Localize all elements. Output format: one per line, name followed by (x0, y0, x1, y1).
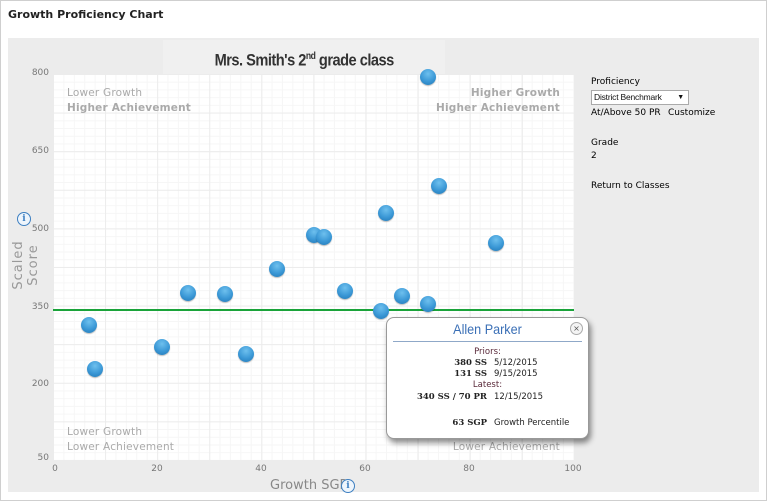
grade-value: 2 (591, 151, 597, 161)
y-tick: 800 (31, 68, 49, 78)
quadrant-label-bottom-left: Lower Growth Lower Achievement (67, 426, 175, 453)
data-point[interactable] (81, 316, 98, 333)
y-tick: 200 (31, 379, 49, 389)
data-point[interactable] (237, 346, 254, 363)
x-tick: 80 (463, 464, 475, 474)
y-tick: 500 (31, 224, 49, 234)
data-point[interactable] (420, 68, 437, 85)
latest-label: Latest: (472, 380, 503, 390)
y-tick: 350 (31, 302, 49, 312)
y-tick: 650 (31, 146, 49, 156)
x-tick: 0 (52, 464, 58, 474)
data-point[interactable] (315, 229, 332, 246)
proficiency-select[interactable]: District Benchmark ▼ (591, 90, 689, 105)
data-point[interactable] (487, 235, 504, 252)
x-tick: 20 (151, 464, 163, 474)
x-axis-info-icon[interactable]: i (341, 479, 355, 493)
quadrant-label-top-left: Lower Growth Higher Achievement (67, 87, 192, 114)
y-tick: 50 (37, 453, 49, 463)
dropdown-arrow-icon: ▼ (677, 94, 684, 101)
data-point[interactable] (154, 338, 171, 355)
data-point[interactable] (180, 284, 197, 301)
data-point[interactable] (269, 260, 286, 277)
data-point[interactable] (86, 360, 103, 377)
quadrant-label-top-right: Higher Growth Higher Achievement (435, 87, 560, 114)
data-point[interactable] (394, 288, 411, 305)
data-point[interactable] (378, 204, 395, 221)
student-name: Allen Parker (453, 321, 522, 337)
priors-label: Priors: (474, 347, 501, 357)
y-axis-info-icon[interactable]: i (17, 212, 31, 226)
data-point[interactable] (216, 285, 233, 302)
y-axis-label: Scaled Score (11, 240, 41, 290)
popup-divider (393, 341, 582, 342)
threshold-text: At/Above 50 PR (591, 108, 661, 118)
grade-label: Grade (591, 138, 619, 148)
close-icon[interactable]: × (570, 322, 583, 335)
chart-title: Mrs. Smith's 2nd grade class (163, 40, 445, 74)
benchmark-line (53, 309, 574, 312)
data-point[interactable] (430, 177, 447, 194)
customize-link[interactable]: Customize (668, 108, 716, 118)
data-point[interactable] (420, 295, 437, 312)
student-popup: Allen Parker × Priors: 380 SS 5/12/2015 … (386, 317, 589, 439)
data-point[interactable] (336, 283, 353, 300)
x-tick: 60 (359, 464, 371, 474)
proficiency-label: Proficiency (591, 77, 640, 87)
data-point-selected[interactable] (373, 302, 390, 319)
page-title: Growth Proficiency Chart (8, 8, 164, 21)
x-tick: 100 (564, 464, 582, 474)
x-axis-label: Growth SGP (270, 478, 348, 493)
return-to-classes-link[interactable]: Return to Classes (591, 181, 670, 191)
x-tick: 40 (255, 464, 267, 474)
